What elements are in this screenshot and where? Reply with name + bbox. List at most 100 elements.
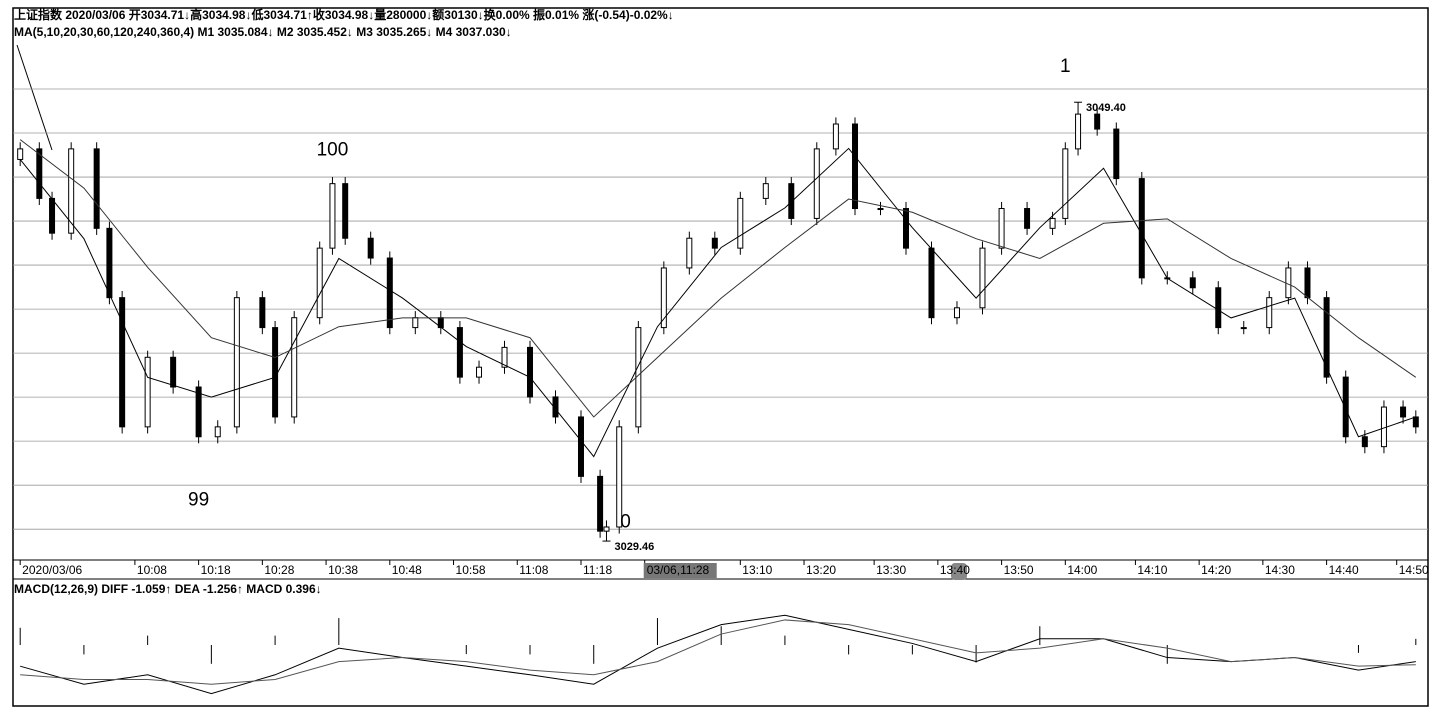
x-tick-label: 14:20 <box>1201 563 1231 577</box>
candle-body <box>711 237 718 249</box>
candle-body <box>1342 376 1349 438</box>
ma-line <box>19 147 1416 458</box>
x-tick-label: 2020/03/06 <box>22 563 82 577</box>
candle-body <box>928 247 935 319</box>
candle-body <box>1266 297 1273 329</box>
candle-body <box>877 208 884 211</box>
candle-body <box>832 123 839 150</box>
candle-body <box>195 386 202 438</box>
x-tick-label: 13:20 <box>806 563 836 577</box>
candle-body <box>1400 406 1407 418</box>
x-tick-label: 10:38 <box>328 563 358 577</box>
candle-body <box>93 148 100 229</box>
candle-body <box>329 183 336 249</box>
candle-body <box>170 356 177 388</box>
macd-header: MACD(12,26,9) DIFF -1.059↑ DEA -1.256↑ M… <box>14 582 322 596</box>
x-tick-label: 14:40 <box>1329 563 1359 577</box>
candle-body <box>476 366 483 378</box>
x-tick-label: 10:58 <box>456 563 486 577</box>
candle-body <box>68 148 75 234</box>
candle-body <box>1094 113 1101 130</box>
candle-body <box>660 267 667 329</box>
candle-body <box>1024 208 1031 229</box>
candle-body <box>686 237 693 269</box>
tick-highlight <box>643 563 717 578</box>
candle-body <box>1361 436 1368 448</box>
annotation: 0 <box>620 512 631 533</box>
frame <box>12 7 1429 707</box>
candle-body <box>233 297 240 428</box>
candle-body <box>36 148 43 199</box>
x-tick-label: 10:28 <box>264 563 294 577</box>
candle-body <box>1113 128 1120 180</box>
candle-body <box>1075 113 1082 150</box>
header: 上证指数 2020/03/06 开3034.71↓高3034.98↓低3034.… <box>14 7 674 22</box>
x-tick-label: 10:08 <box>137 563 167 577</box>
candle-body <box>367 237 374 259</box>
candle-body <box>119 297 126 428</box>
candle-body <box>386 257 393 329</box>
annotation: 100 <box>317 140 349 161</box>
candle-body <box>342 183 349 239</box>
x-tick-label: 13:40 <box>940 563 970 577</box>
candle-body <box>979 247 986 309</box>
x-tick-label: 11:18 <box>583 563 612 577</box>
annotation: 99 <box>188 490 209 511</box>
candle-body <box>737 197 744 249</box>
candle-body <box>1215 287 1222 329</box>
x-tick-label: 14:00 <box>1067 563 1097 577</box>
candle-body <box>998 208 1005 249</box>
candle-body <box>501 346 508 368</box>
candle-body <box>49 197 56 234</box>
candle-body <box>272 327 279 418</box>
candle-body <box>1323 297 1330 378</box>
candle-body <box>852 123 859 210</box>
trend-line <box>16 44 53 151</box>
x-tick-label: 11:08 <box>519 563 548 577</box>
x-tick-label: 13:10 <box>742 563 772 577</box>
candle-body <box>17 148 24 160</box>
candle-body <box>316 247 323 319</box>
candle-body <box>603 526 610 532</box>
candle-body <box>106 227 113 299</box>
candle-body <box>616 426 623 528</box>
annotation: 1 <box>1060 56 1071 77</box>
candle-body <box>902 208 909 249</box>
x-tick-label: 14:10 <box>1137 563 1167 577</box>
candle-body <box>259 297 266 329</box>
candle-body <box>597 475 604 532</box>
value-label: 3029.46 <box>614 541 654 553</box>
x-tick-label: 10:48 <box>392 563 422 577</box>
macd-line <box>20 619 1416 685</box>
candle-body <box>1240 327 1247 330</box>
candle-body <box>788 183 795 219</box>
candle-body <box>577 416 584 477</box>
candle-body <box>762 183 769 199</box>
candle-body <box>813 148 820 219</box>
candle-body <box>291 317 298 418</box>
candle-body <box>1412 416 1419 428</box>
ma-line <box>19 139 1417 418</box>
x-tick-label: 03/06,11:28 <box>647 563 710 577</box>
x-tick-label: 10:18 <box>201 563 231 577</box>
candle-body <box>552 396 559 418</box>
value-label: 3049.40 <box>1086 102 1126 114</box>
x-tick-label: 14:50 <box>1399 563 1429 577</box>
candle-body <box>1138 178 1145 279</box>
ma-header: MA(5,10,20,30,60,120,240,360,4) M1 3035.… <box>14 25 512 39</box>
candle-body <box>412 317 419 329</box>
candle-body <box>1285 267 1292 299</box>
candle-body <box>456 327 463 378</box>
x-tick-label: 13:30 <box>876 563 906 577</box>
candle-body <box>214 426 221 438</box>
x-tick-label: 14:30 <box>1265 563 1295 577</box>
x-tick-label: 13:50 <box>1004 563 1034 577</box>
candle-body <box>1062 148 1069 219</box>
scroll-marker[interactable] <box>951 563 967 580</box>
candle-body <box>144 356 151 428</box>
candle-body <box>1189 277 1196 289</box>
candle-body <box>1049 217 1056 229</box>
candle-body <box>527 346 534 398</box>
